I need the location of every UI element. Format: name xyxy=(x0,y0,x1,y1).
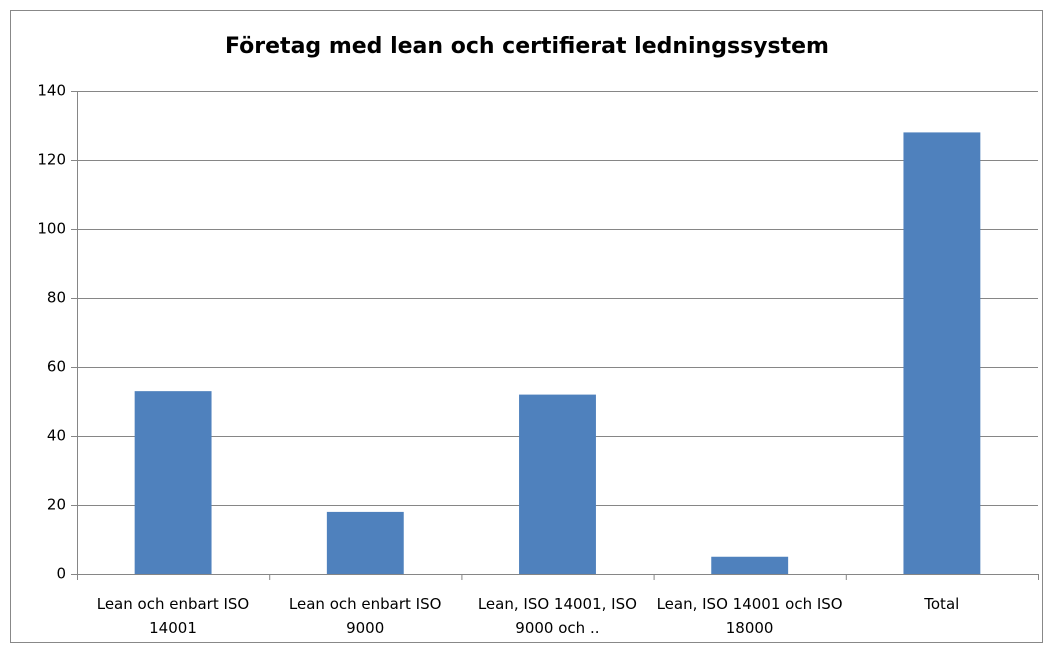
y-tick-label: 20 xyxy=(47,496,66,514)
bar xyxy=(326,511,404,574)
y-tick-label: 80 xyxy=(47,289,66,307)
y-tick-label: 140 xyxy=(37,82,66,100)
x-tick-label: Total xyxy=(924,595,960,613)
bar xyxy=(711,556,789,574)
bar xyxy=(519,394,596,574)
bar xyxy=(903,132,981,574)
x-tick-label: Lean, ISO 14001 och ISO 18000 xyxy=(656,595,843,637)
x-tick-label: Lean och enbart ISO 14001 xyxy=(96,595,250,637)
y-tick-label: 40 xyxy=(47,427,66,445)
bar xyxy=(134,391,212,574)
y-tick-label: 100 xyxy=(37,220,66,238)
chart-title: Företag med lean och certifierat ledning… xyxy=(225,34,829,59)
y-tick-label: 120 xyxy=(37,151,66,169)
x-tick-label: Lean och enbart ISO 9000 xyxy=(288,595,442,637)
x-tick-label: Lean, ISO 14001, ISO 9000 och .. xyxy=(477,595,637,637)
y-tick-label: 60 xyxy=(47,358,66,376)
y-tick-label: 0 xyxy=(56,565,66,583)
